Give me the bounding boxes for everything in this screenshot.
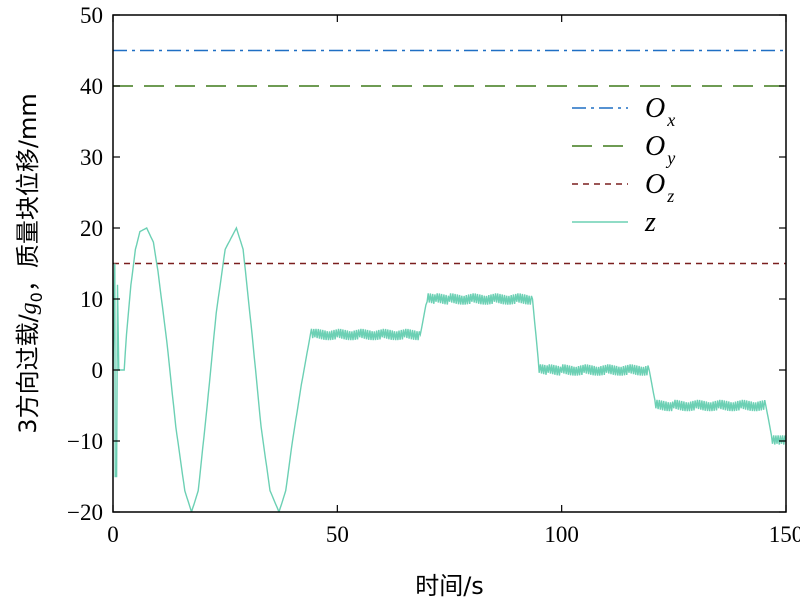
y-tick-label: −20: [67, 500, 103, 525]
legend-label-z: z: [644, 207, 656, 238]
x-tick-label: 0: [107, 522, 119, 547]
series-layer: [113, 49, 786, 512]
y-tick-label: 50: [80, 3, 103, 28]
y-tick-label: 20: [80, 216, 103, 241]
plot-frame: [112, 14, 787, 513]
x-tick-label: 100: [544, 522, 579, 547]
x-tick-label: 150: [769, 522, 800, 547]
ticks-layer: 0 50 100 150 −20 −10 0 10 20 30 40 50: [67, 3, 800, 547]
x-axis-label: 时间/s: [415, 572, 484, 600]
y-tick-label: −10: [67, 429, 103, 454]
series-line-z: [113, 226, 786, 512]
y-tick-label: 30: [80, 145, 103, 170]
y-tick-label: 10: [80, 287, 103, 312]
x-tick-label: 50: [326, 522, 349, 547]
y-tick-label: 0: [92, 358, 104, 383]
y-axis-label: 3方向过载/g0，质量块位移/mm: [14, 93, 46, 433]
y-tick-label: 40: [80, 74, 103, 99]
